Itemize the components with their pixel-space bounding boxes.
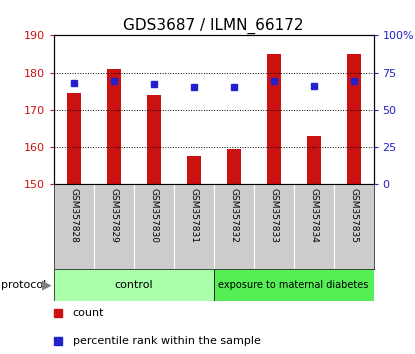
- Bar: [54, 269, 214, 301]
- Text: GSM357830: GSM357830: [149, 188, 158, 243]
- Bar: [174, 184, 214, 269]
- Bar: [67, 93, 81, 184]
- Bar: [294, 184, 334, 269]
- Bar: [267, 54, 281, 184]
- Text: GSM357833: GSM357833: [269, 188, 278, 243]
- Text: GSM357831: GSM357831: [189, 188, 198, 243]
- Text: percentile rank within the sample: percentile rank within the sample: [73, 336, 261, 346]
- Title: GDS3687 / ILMN_66172: GDS3687 / ILMN_66172: [124, 18, 304, 34]
- Bar: [147, 95, 161, 184]
- Text: ▶: ▶: [42, 279, 52, 291]
- Text: GSM357828: GSM357828: [69, 188, 78, 243]
- Bar: [254, 184, 294, 269]
- Bar: [334, 184, 374, 269]
- Bar: [227, 149, 241, 184]
- Text: control: control: [115, 280, 153, 290]
- Text: GSM357835: GSM357835: [349, 188, 358, 243]
- Bar: [347, 54, 361, 184]
- Bar: [307, 136, 320, 184]
- Bar: [214, 269, 374, 301]
- Text: count: count: [73, 308, 104, 318]
- Text: exposure to maternal diabetes: exposure to maternal diabetes: [218, 280, 369, 290]
- Bar: [214, 184, 254, 269]
- Text: GSM357832: GSM357832: [229, 188, 238, 243]
- Bar: [94, 184, 134, 269]
- Text: GSM357834: GSM357834: [309, 188, 318, 243]
- Bar: [54, 184, 94, 269]
- Bar: [187, 156, 201, 184]
- Bar: [107, 69, 121, 184]
- Bar: [134, 184, 174, 269]
- Text: GSM357829: GSM357829: [110, 188, 118, 243]
- Text: protocol: protocol: [1, 280, 50, 290]
